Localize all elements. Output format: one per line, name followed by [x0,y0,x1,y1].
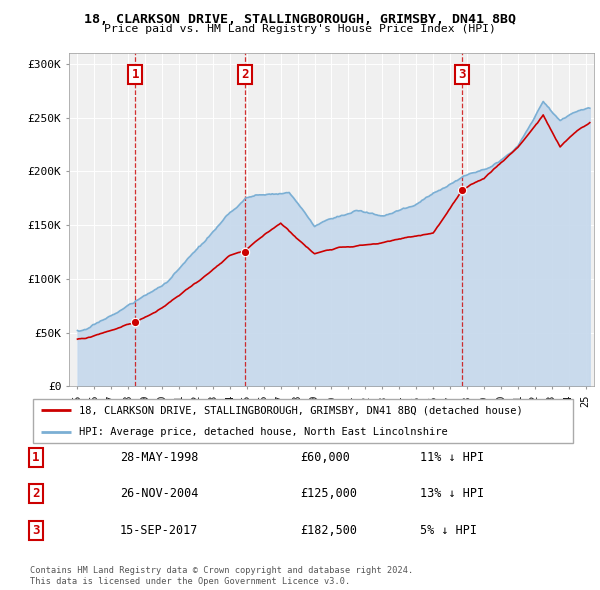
Text: 5% ↓ HPI: 5% ↓ HPI [420,524,477,537]
Text: 28-MAY-1998: 28-MAY-1998 [120,451,199,464]
Text: This data is licensed under the Open Government Licence v3.0.: This data is licensed under the Open Gov… [30,577,350,586]
FancyBboxPatch shape [33,399,573,443]
Text: 1: 1 [32,451,40,464]
Text: HPI: Average price, detached house, North East Lincolnshire: HPI: Average price, detached house, Nort… [79,427,448,437]
Text: 2: 2 [32,487,40,500]
Text: 15-SEP-2017: 15-SEP-2017 [120,524,199,537]
Text: £182,500: £182,500 [300,524,357,537]
Text: Contains HM Land Registry data © Crown copyright and database right 2024.: Contains HM Land Registry data © Crown c… [30,566,413,575]
Text: 2: 2 [241,68,249,81]
Text: 3: 3 [32,524,40,537]
Text: Price paid vs. HM Land Registry's House Price Index (HPI): Price paid vs. HM Land Registry's House … [104,24,496,34]
Text: £125,000: £125,000 [300,487,357,500]
Text: 18, CLARKSON DRIVE, STALLINGBOROUGH, GRIMSBY, DN41 8BQ: 18, CLARKSON DRIVE, STALLINGBOROUGH, GRI… [84,13,516,26]
Text: 13% ↓ HPI: 13% ↓ HPI [420,487,484,500]
Text: £60,000: £60,000 [300,451,350,464]
Text: 3: 3 [458,68,466,81]
Text: 11% ↓ HPI: 11% ↓ HPI [420,451,484,464]
Text: 1: 1 [131,68,139,81]
Text: 18, CLARKSON DRIVE, STALLINGBOROUGH, GRIMSBY, DN41 8BQ (detached house): 18, CLARKSON DRIVE, STALLINGBOROUGH, GRI… [79,405,523,415]
Text: 26-NOV-2004: 26-NOV-2004 [120,487,199,500]
